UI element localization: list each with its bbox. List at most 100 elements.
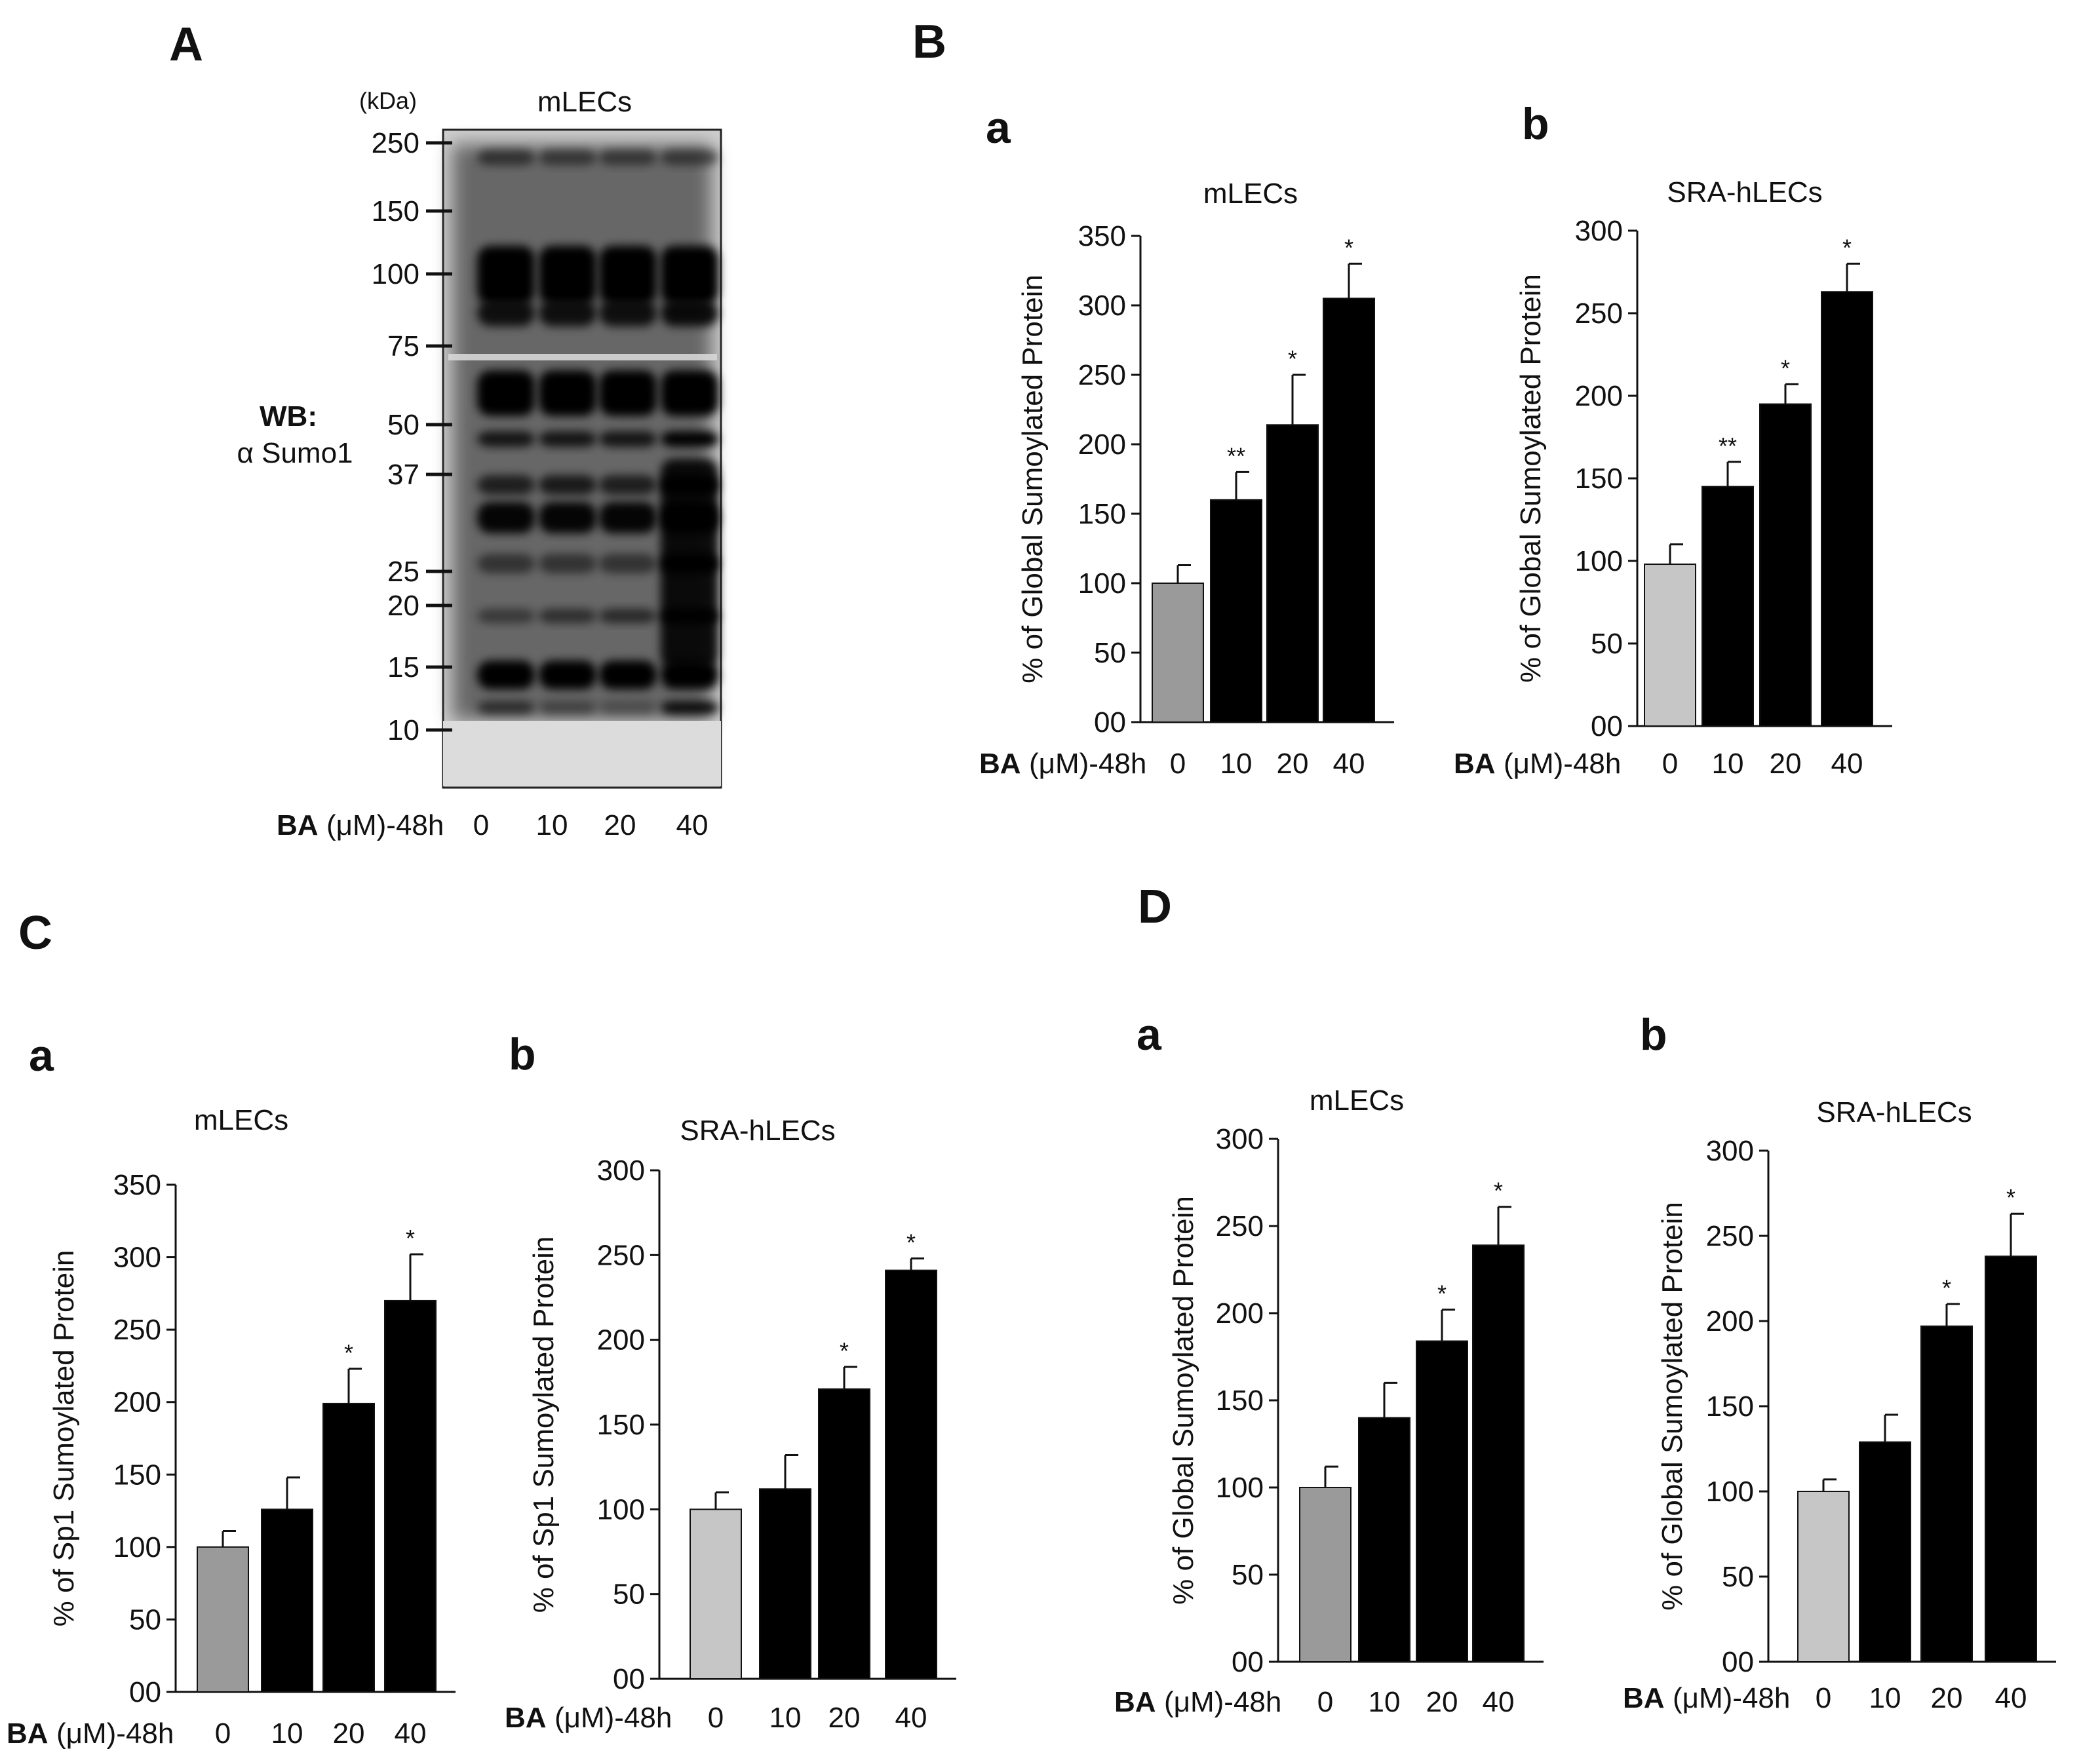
y-tick-label: 50	[1232, 1559, 1264, 1591]
blot-band	[599, 609, 657, 623]
blot-band	[661, 701, 718, 714]
blot-band	[599, 661, 657, 689]
x-category-label: 40	[1995, 1682, 2027, 1714]
x-category-label: 0	[708, 1702, 724, 1734]
y-tick-label: 250	[1216, 1210, 1264, 1242]
lane-label: 20	[604, 809, 636, 841]
chart-title: mLECs	[1310, 1084, 1404, 1117]
blot-band	[477, 300, 535, 326]
x-category-label: 10	[1712, 748, 1744, 780]
significance-marker: **	[1227, 442, 1245, 469]
bar	[1299, 1487, 1351, 1662]
x-category-label: 10	[769, 1702, 802, 1734]
bar	[1797, 1491, 1850, 1662]
x-axis-label-bold: BA	[1623, 1682, 1665, 1714]
x-category-label: 20	[1426, 1686, 1458, 1718]
panel-label-d: D	[1138, 881, 1172, 933]
y-tick-label: 250	[1575, 297, 1623, 330]
significance-marker: *	[1437, 1280, 1447, 1307]
western-blot-panel: (kDa) mLECs WB: α Sumo1 2501501007550372…	[237, 86, 722, 841]
x-category-label: 40	[1831, 748, 1863, 780]
blot-gap	[448, 354, 717, 360]
x-axis-label-bold: BA	[505, 1702, 547, 1734]
y-tick-label: 200	[1216, 1297, 1264, 1330]
x-axis-label-bold: BA	[1454, 748, 1496, 780]
blot-band	[477, 661, 535, 689]
blot-band	[599, 246, 657, 305]
blot-band	[539, 149, 596, 165]
chart-title: SRA-hLECs	[680, 1115, 835, 1147]
significance-marker: **	[1719, 432, 1737, 459]
y-tick-label: 250	[1706, 1220, 1754, 1252]
blot-lane	[599, 149, 657, 714]
subpanel-label: b	[509, 1029, 536, 1079]
bar	[690, 1508, 742, 1679]
bar	[818, 1388, 870, 1679]
blot-band	[599, 431, 657, 447]
y-tick-label: 00	[1591, 710, 1623, 742]
blot-band	[661, 431, 718, 447]
x-category-label: 10	[1369, 1686, 1401, 1718]
bar	[197, 1546, 249, 1693]
bar	[1152, 583, 1204, 723]
y-tick-label: 200	[1078, 429, 1126, 461]
x-category-label: 20	[1931, 1682, 1963, 1714]
blot-band	[539, 554, 596, 573]
x-axis-label: (μM)-48h	[1164, 1686, 1281, 1718]
blot-band	[477, 609, 535, 623]
y-tick-label: 00	[613, 1663, 645, 1695]
blot-xaxis-rest: (μM)-48h	[326, 809, 444, 841]
blot-band	[539, 370, 596, 416]
chart-title: mLECs	[194, 1104, 288, 1136]
y-tick-label: 150	[597, 1409, 645, 1441]
panel-label-b: B	[912, 16, 946, 68]
y-tick-label: 350	[113, 1169, 161, 1201]
blot-band	[539, 300, 596, 326]
blot-band	[599, 701, 657, 714]
blot-band	[661, 300, 718, 326]
significance-marker: *	[406, 1225, 415, 1252]
bar	[1644, 564, 1696, 727]
y-tick-label: 300	[1575, 215, 1623, 247]
x-category-label: 0	[1317, 1686, 1333, 1718]
significance-marker: *	[906, 1229, 916, 1256]
x-axis-label: (μM)-48h	[56, 1717, 174, 1750]
mw-marker-label: 25	[387, 556, 419, 588]
y-tick-label: 200	[1706, 1305, 1754, 1337]
x-category-label: 10	[271, 1717, 303, 1750]
subpanel-label: b	[1522, 99, 1549, 149]
blot-lane	[539, 149, 596, 714]
blot-band	[539, 246, 596, 305]
blot-smear	[661, 459, 718, 668]
blot-band	[477, 149, 535, 165]
blot-band	[599, 300, 657, 326]
y-axis-label: % of Sp1 Sumoylated Protein	[48, 1250, 80, 1627]
x-axis-label-bold: BA	[1114, 1686, 1156, 1718]
blot-band	[539, 502, 596, 533]
chart-title: mLECs	[1203, 178, 1298, 210]
mw-marker-label: 10	[387, 714, 419, 746]
y-tick-label: 150	[113, 1459, 161, 1491]
y-tick-label: 250	[1078, 359, 1126, 391]
y-tick-label: 150	[1575, 463, 1623, 495]
significance-marker: *	[1344, 234, 1353, 261]
bar	[261, 1508, 313, 1693]
y-tick-label: 100	[597, 1493, 645, 1525]
y-axis-label: % of Global Sumoylated Protein	[1656, 1202, 1688, 1611]
y-tick-label: 00	[1722, 1646, 1754, 1678]
y-tick-label: 50	[1094, 637, 1126, 669]
blot-band	[599, 149, 657, 165]
y-tick-label: 150	[1706, 1390, 1754, 1423]
bar	[885, 1269, 937, 1679]
x-category-label: 40	[395, 1717, 427, 1750]
panel-label-a: A	[169, 18, 203, 71]
significance-marker: *	[1288, 345, 1297, 372]
mw-marker-label: 150	[372, 195, 419, 227]
blot-band	[539, 431, 596, 447]
x-category-label: 20	[828, 1702, 861, 1734]
bar	[1759, 403, 1812, 727]
y-tick-label: 300	[1216, 1123, 1264, 1155]
y-tick-label: 50	[1591, 628, 1623, 660]
